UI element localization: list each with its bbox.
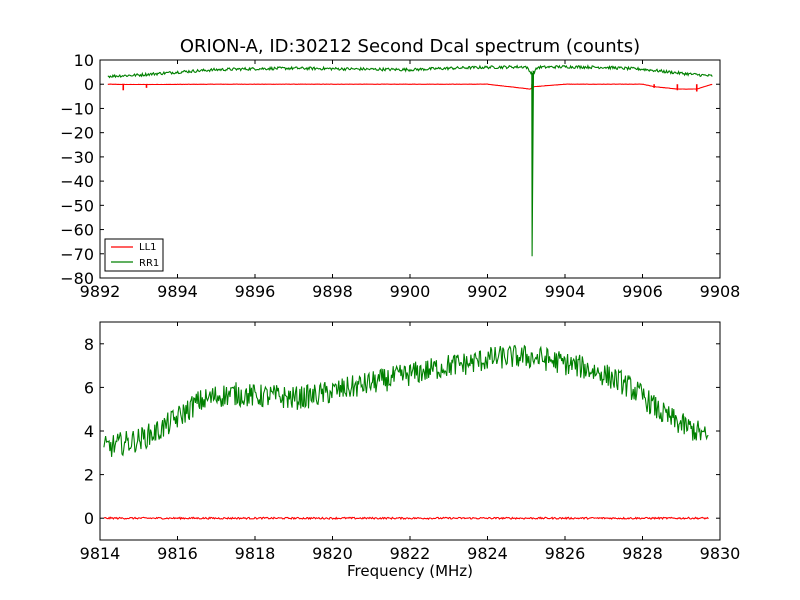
bottom-xtick-label: 9826 bbox=[545, 544, 586, 563]
bottom-xtick-label: 9816 bbox=[157, 544, 198, 563]
top-ytick-label: 10 bbox=[74, 51, 94, 70]
bottom-chart-xlabel: Frequency (MHz) bbox=[347, 562, 473, 580]
top-plot-frame bbox=[99, 59, 721, 279]
top-ytick-label: −20 bbox=[60, 124, 94, 143]
top-xtick-label: 9906 bbox=[622, 282, 663, 301]
top-chart-legend: LL1 RR1 bbox=[104, 238, 164, 272]
top-ytick-label: −10 bbox=[60, 99, 94, 118]
top-ytick-label: −50 bbox=[60, 196, 94, 215]
top-xtick-label: 9892 bbox=[80, 282, 121, 301]
top-chart-title: ORION-A, ID:30212 Second Dcal spectrum (… bbox=[180, 36, 640, 57]
bottom-chart-series-group bbox=[103, 344, 709, 521]
top-xtick-label: 9898 bbox=[312, 282, 353, 301]
bottom-chart-axes: 9814 9816 9818 9820 9822 9824 9826 9828 9830 8 6 4 2… bbox=[80, 321, 741, 563]
bottom-xtick-label: 9830 bbox=[700, 544, 741, 563]
top-xtick-label: 9908 bbox=[700, 282, 741, 301]
bottom-xtick-label: 9818 bbox=[235, 544, 276, 563]
bottom-ytick-label: 6 bbox=[84, 378, 94, 397]
top-chart-series-group bbox=[107, 64, 713, 257]
bottom-ytick-label: 4 bbox=[84, 422, 94, 441]
top-chart-axes: 9892 9894 9896 9898 9900 9902 9904 9906 9908 10 0 −… bbox=[60, 51, 740, 301]
bottom-xtick-label: 9824 bbox=[467, 544, 508, 563]
bottom-series-ll1 bbox=[103, 516, 709, 521]
bottom-xtick-label: 9828 bbox=[622, 544, 663, 563]
bottom-plot-frame bbox=[99, 321, 721, 541]
top-ytick-label: −60 bbox=[60, 221, 94, 240]
legend-box bbox=[104, 238, 164, 272]
top-ytick-label: −80 bbox=[60, 269, 94, 288]
top-ytick-label: −30 bbox=[60, 148, 94, 167]
top-xtick-label: 9900 bbox=[390, 282, 431, 301]
top-xtick-label: 9894 bbox=[157, 282, 198, 301]
bottom-xtick-label: 9822 bbox=[390, 544, 431, 563]
bottom-series-rr1 bbox=[103, 344, 709, 457]
top-ytick-label: 0 bbox=[84, 75, 94, 94]
top-ytick-label: −70 bbox=[60, 245, 94, 264]
bottom-xtick-label: 9820 bbox=[312, 544, 353, 563]
top-series-ll1 bbox=[107, 83, 713, 90]
top-xtick-label: 9902 bbox=[467, 282, 508, 301]
top-xtick-label: 9896 bbox=[235, 282, 276, 301]
bottom-ytick-label: 8 bbox=[84, 335, 94, 354]
top-xtick-label: 9904 bbox=[545, 282, 586, 301]
legend-label-rr1: RR1 bbox=[139, 258, 159, 269]
legend-label-ll1: LL1 bbox=[139, 242, 157, 253]
bottom-xtick-label: 9814 bbox=[80, 544, 121, 563]
top-ytick-label: −40 bbox=[60, 172, 94, 191]
bottom-ytick-label: 2 bbox=[84, 466, 94, 485]
top-series-rr1 bbox=[107, 64, 713, 257]
bottom-ytick-label: 0 bbox=[84, 509, 94, 528]
